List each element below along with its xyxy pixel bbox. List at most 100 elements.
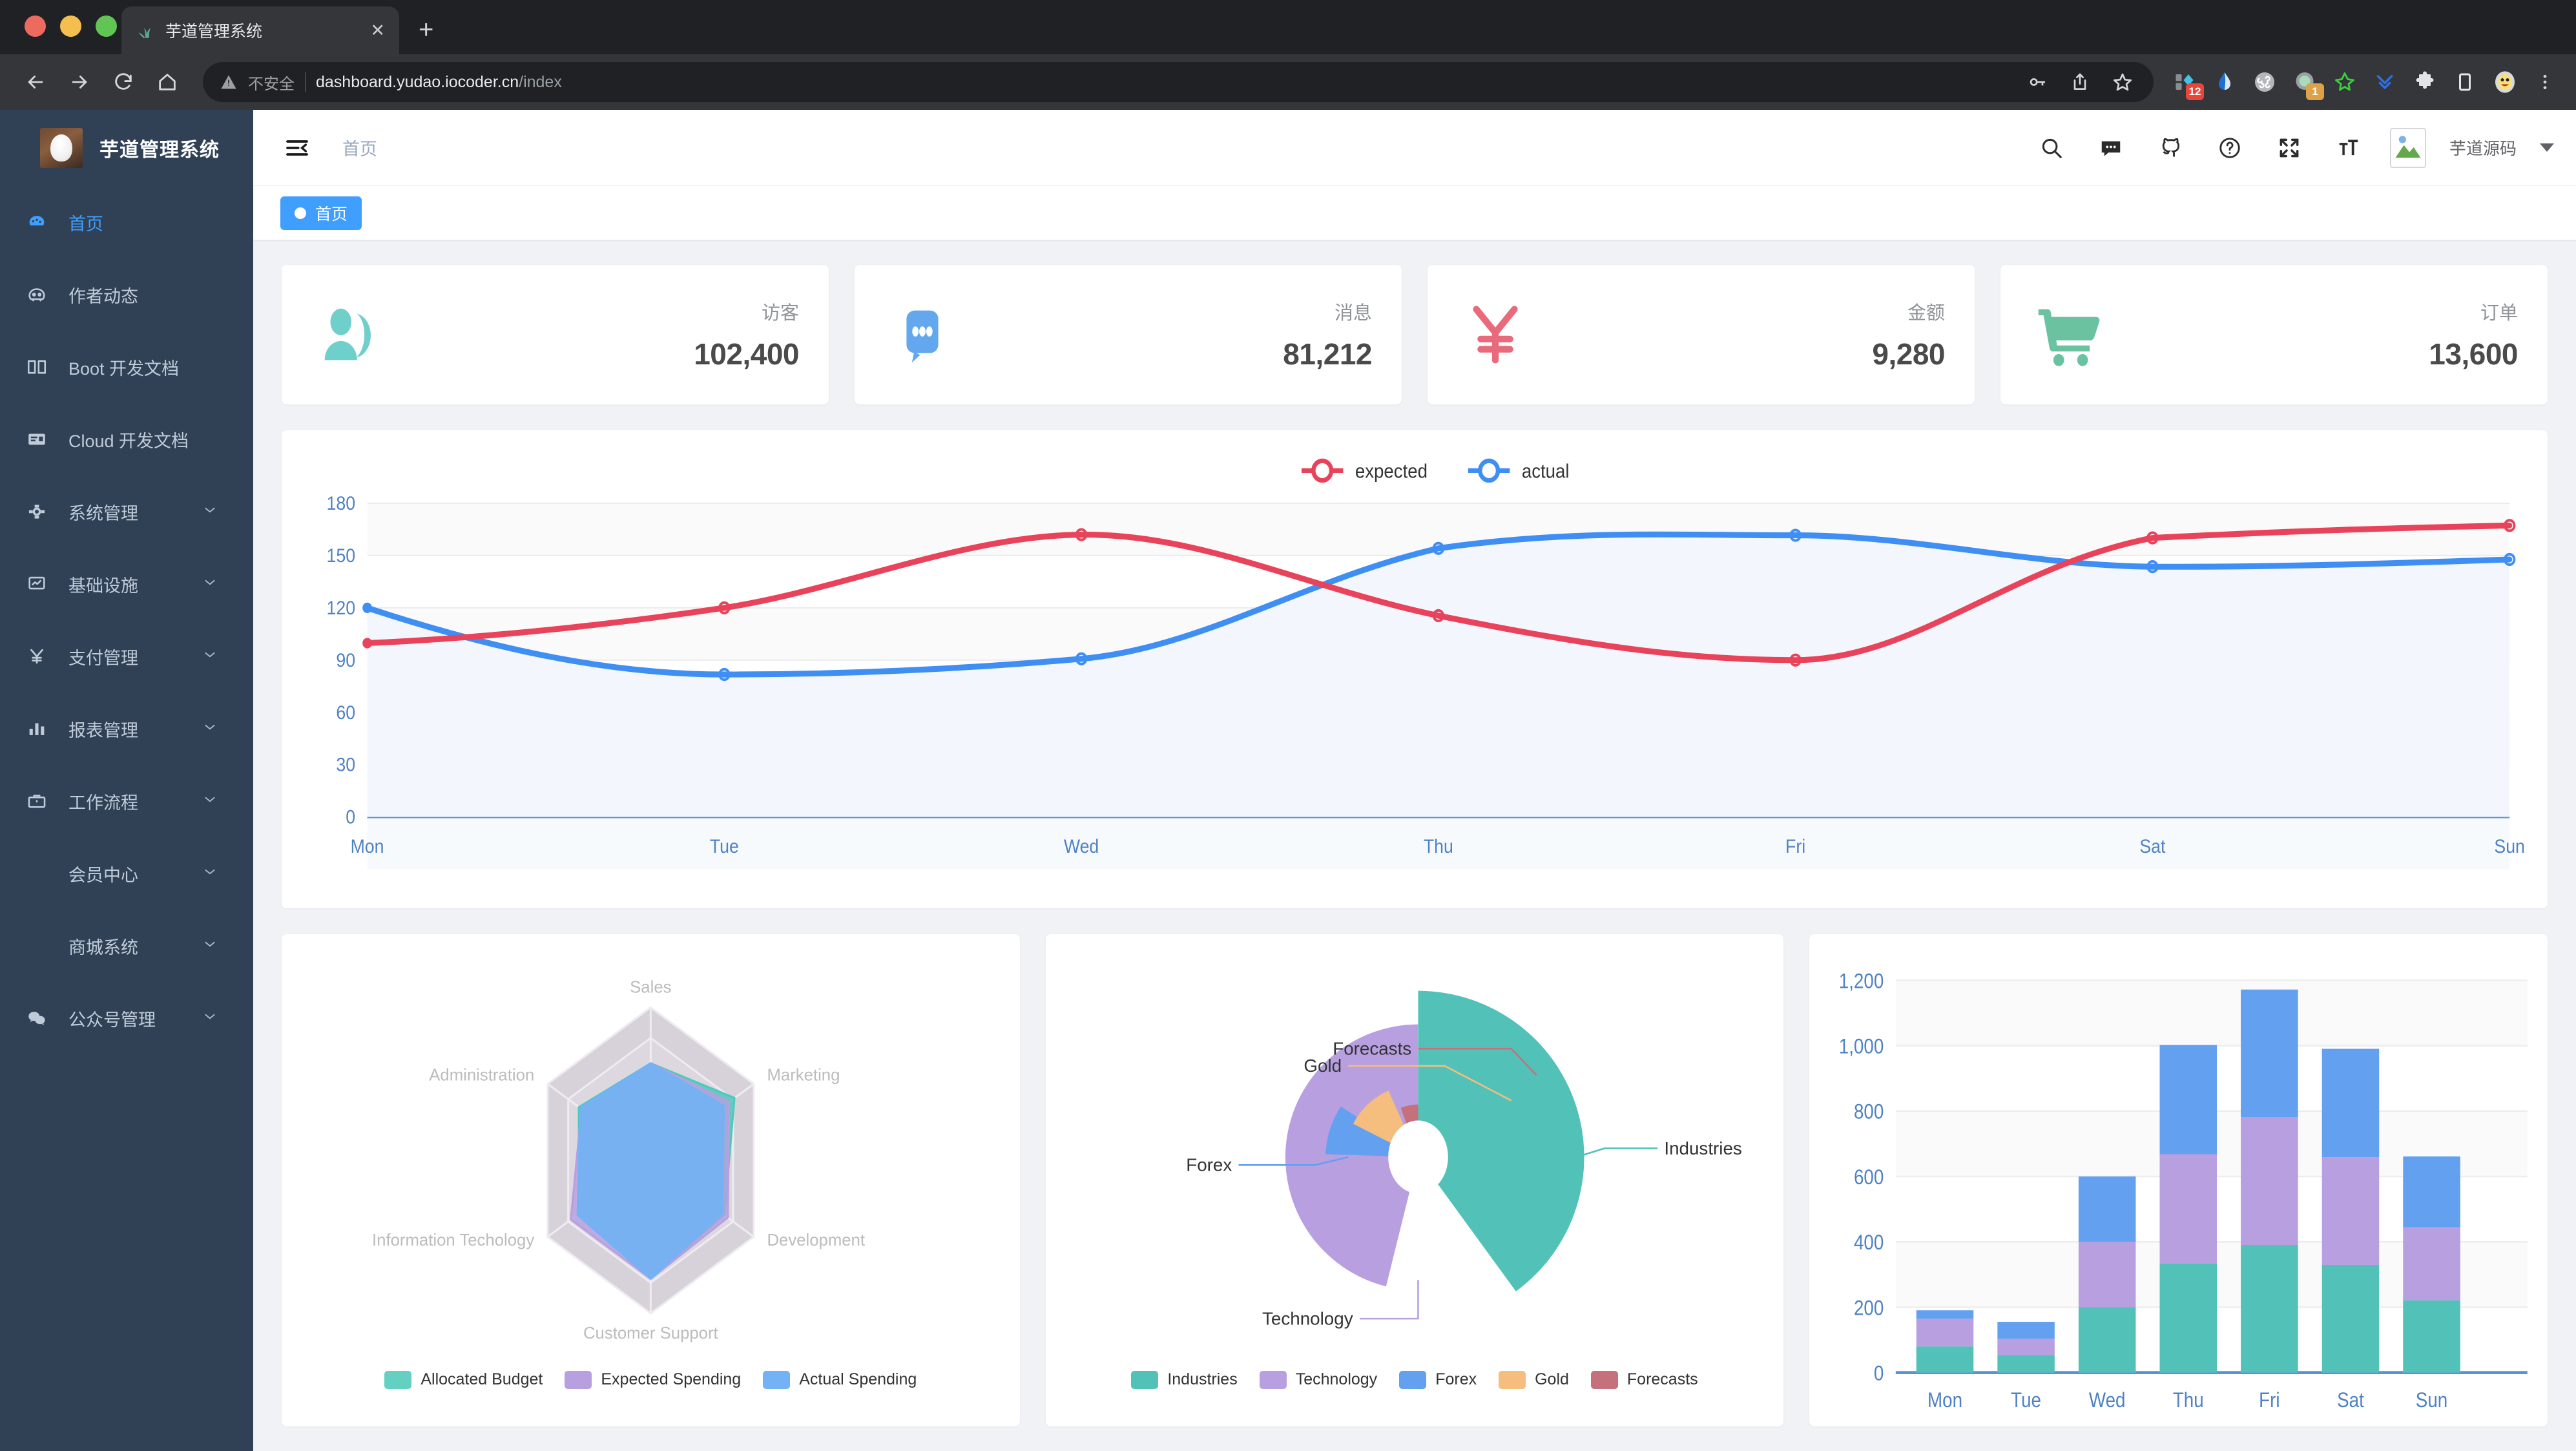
stat-card-visitors[interactable]: 访客 102,400	[282, 265, 829, 404]
svg-text:120: 120	[327, 598, 356, 618]
pie-slice-industries[interactable]	[1418, 990, 1584, 1291]
legend-swatch	[763, 1370, 791, 1389]
sidebar-item-boot-docs[interactable]: Boot 开发文档	[0, 331, 253, 403]
actual-markers	[362, 528, 2516, 682]
omnibox-actions	[2023, 68, 2137, 96]
bar-group-tue[interactable]	[1997, 1322, 2055, 1373]
breadcrumb[interactable]: 首页	[342, 140, 377, 159]
fullscreen-icon[interactable]	[2271, 130, 2307, 166]
security-status-label: 不安全	[248, 75, 295, 93]
ext-command-icon[interactable]	[2250, 68, 2279, 96]
stat-card-orders[interactable]: 订单 13,600	[2000, 265, 2548, 404]
back-arrow-icon[interactable]	[17, 63, 54, 101]
collapse-menu-icon[interactable]	[280, 131, 314, 165]
browser-toolbar: 不安全 dashboard.yudao.iocoder.cn/index 12	[0, 54, 2576, 110]
legend-actual-spending[interactable]: Actual Spending	[763, 1370, 917, 1389]
chevron-down-icon	[202, 863, 218, 884]
bar-group-thu[interactable]	[2159, 1045, 2218, 1373]
minimize-window-button[interactable]	[60, 16, 81, 37]
svg-text:Sat: Sat	[2337, 1389, 2364, 1412]
line-chart-legend[interactable]: expected actual	[1301, 458, 1570, 483]
stat-card-amount[interactable]: 金额 9,280	[1428, 265, 1975, 404]
reload-icon[interactable]	[105, 63, 142, 101]
ext-puzzle-icon[interactable]	[2411, 68, 2439, 96]
plus-icon[interactable]: +	[419, 16, 434, 44]
bar-group-wed[interactable]	[2079, 1176, 2136, 1373]
svg-text:Mon: Mon	[1927, 1389, 1962, 1412]
font-size-icon[interactable]	[2331, 130, 2367, 166]
svg-text:Tue: Tue	[710, 836, 739, 857]
legend-gold[interactable]: Gold	[1499, 1370, 1569, 1389]
legend-forecasts[interactable]: Forecasts	[1590, 1370, 1698, 1389]
github-icon[interactable]	[2152, 130, 2188, 166]
address-bar[interactable]: 不安全 dashboard.yudao.iocoder.cn/index	[203, 62, 2154, 102]
radar-legend: Allocated Budget Expected Spending Actua…	[282, 1370, 1020, 1389]
search-icon[interactable]	[2033, 130, 2070, 166]
chevron-down-icon	[202, 718, 218, 740]
bar-group-mon[interactable]	[1916, 1310, 1974, 1373]
forward-arrow-icon[interactable]	[61, 63, 98, 101]
sidebar-item-workflow[interactable]: 工作流程	[0, 765, 253, 837]
maximize-window-button[interactable]	[96, 16, 117, 37]
bar-group-sun[interactable]	[2403, 1156, 2461, 1373]
gear-icon	[26, 501, 68, 523]
share-icon[interactable]	[2066, 68, 2094, 96]
stat-card-row: 访客 102,400 消息 81,212	[282, 265, 2548, 404]
rose-pie-chart[interactable]: Forecasts Gold Forex Technology Industri…	[1046, 934, 1784, 1426]
bookmark-star-icon[interactable]	[2108, 68, 2137, 96]
tab-home[interactable]: 首页	[280, 196, 362, 230]
bar-group-fri[interactable]	[2241, 989, 2298, 1373]
pie-slice-technology[interactable]	[1231, 1001, 1533, 1302]
close-icon[interactable]: ✕	[370, 20, 385, 40]
sidebar-item-wechat-official-account[interactable]: 公众号管理	[0, 982, 253, 1054]
pie-label-industries: Industries	[1664, 1138, 1741, 1158]
chevron-down-icon[interactable]	[2540, 143, 2554, 152]
sidebar-item-report-management[interactable]: 报表管理	[0, 693, 253, 765]
browser-tab[interactable]: 芋道管理系统 ✕	[121, 6, 399, 54]
ext-profile-avatar-icon[interactable]	[2491, 68, 2519, 96]
legend-technology[interactable]: Technology	[1259, 1370, 1377, 1389]
stacked-bar-chart[interactable]: 1,200 1,000 800 600 400 200 0	[1809, 934, 2548, 1426]
broken-image-avatar-icon[interactable]	[2389, 127, 2426, 168]
stat-label: 消息	[1334, 303, 1372, 324]
help-icon[interactable]	[2212, 130, 2248, 166]
sidebar-item-author-news[interactable]: 作者动态	[0, 258, 253, 331]
ext-circle-icon[interactable]: 1	[2290, 68, 2324, 100]
sidebar-item-label: 系统管理	[68, 503, 138, 523]
extension-badge: 12	[2186, 83, 2204, 100]
stat-card-messages[interactable]: 消息 81,212	[855, 265, 1402, 404]
radar-chart[interactable]: Sales Marketing Development Customer Sup…	[282, 934, 1020, 1426]
radar-indicator-label: Sales	[630, 979, 671, 997]
sidebar-item-infrastructure[interactable]: 基础设施	[0, 548, 253, 620]
legend-expected-spending[interactable]: Expected Spending	[565, 1370, 741, 1389]
ext-menu-dots-icon[interactable]	[2531, 68, 2559, 96]
legend-allocated-budget[interactable]: Allocated Budget	[384, 1370, 543, 1389]
radar-indicator-label: Information Techology	[372, 1231, 534, 1249]
ext-chevrons-down-icon[interactable]	[2371, 68, 2399, 96]
bar-group-sat[interactable]	[2322, 1049, 2380, 1373]
sidebar: 芋道管理系统 首页 作者动态	[0, 110, 253, 1451]
legend-label: Actual Spending	[799, 1370, 917, 1388]
ext-diamond-icon[interactable]: 12	[2170, 68, 2204, 100]
legend-forex[interactable]: Forex	[1399, 1370, 1477, 1389]
legend-industries[interactable]: Industries	[1131, 1370, 1238, 1389]
sidebar-item-home[interactable]: 首页	[0, 186, 253, 258]
close-window-button[interactable]	[25, 16, 46, 37]
sidebar-item-system-management[interactable]: 系统管理	[0, 475, 253, 548]
sidebar-item-mall-system[interactable]: 商城系统	[0, 910, 253, 982]
sidebar-logo[interactable]: 芋道管理系统	[0, 110, 253, 186]
sidebar-item-member-center[interactable]: 会员中心	[0, 837, 253, 910]
user-name-label[interactable]: 芋道源码	[2449, 139, 2517, 158]
ext-star-icon[interactable]	[2331, 68, 2359, 96]
key-icon[interactable]	[2023, 68, 2051, 96]
ext-droplet-icon[interactable]	[2210, 68, 2239, 96]
chevron-down-icon	[202, 935, 218, 957]
home-icon[interactable]	[149, 63, 186, 101]
ext-sidepanel-icon[interactable]	[2451, 68, 2479, 96]
svg-text:60: 60	[336, 702, 355, 723]
stat-value: 13,600	[2429, 337, 2518, 371]
line-chart[interactable]: expected actual	[296, 444, 2533, 902]
message-icon[interactable]	[2093, 130, 2129, 166]
sidebar-item-payment-management[interactable]: 支付管理	[0, 620, 253, 693]
sidebar-item-cloud-docs[interactable]: Cloud 开发文档	[0, 403, 253, 475]
